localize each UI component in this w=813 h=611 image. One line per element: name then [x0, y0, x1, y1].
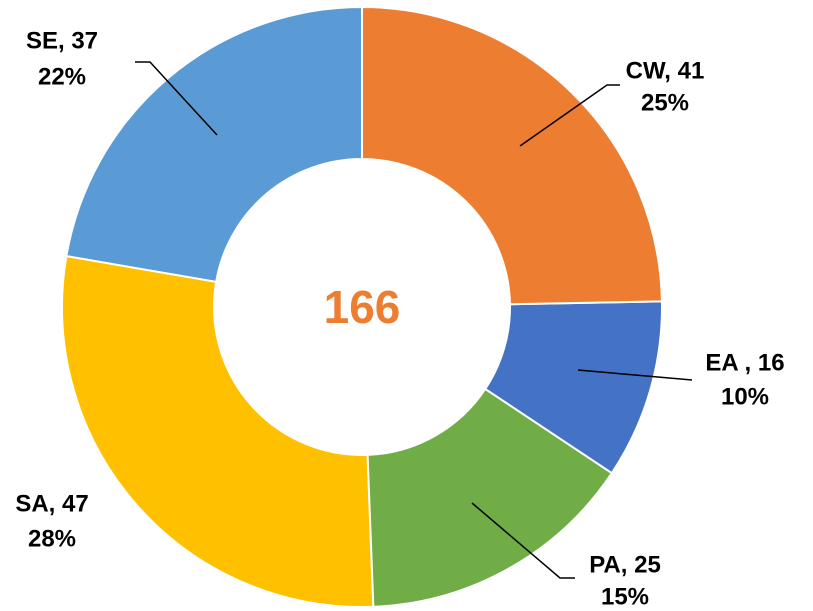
percent-label: 22% — [38, 63, 86, 90]
data-label: EA , 16 — [705, 349, 784, 376]
donut-slice — [361, 5, 663, 306]
percent-label: 10% — [721, 383, 769, 410]
donut-slice — [65, 5, 363, 284]
leader-line — [519, 84, 620, 147]
percent-label: 15% — [601, 583, 649, 610]
data-label: SE, 37 — [26, 27, 98, 54]
leader-line — [471, 502, 575, 579]
donut-slice — [483, 300, 663, 475]
leader-line — [135, 61, 218, 136]
data-label: CW, 41 — [626, 57, 705, 84]
donut-slice — [61, 254, 375, 608]
percent-label: 28% — [28, 525, 76, 552]
percent-label: 25% — [641, 89, 689, 116]
center-total: 166 — [324, 281, 401, 333]
donut-slice — [366, 387, 614, 608]
data-label: SA, 47 — [15, 490, 88, 517]
leader-line — [577, 369, 693, 381]
data-label: PA, 25 — [589, 551, 661, 578]
